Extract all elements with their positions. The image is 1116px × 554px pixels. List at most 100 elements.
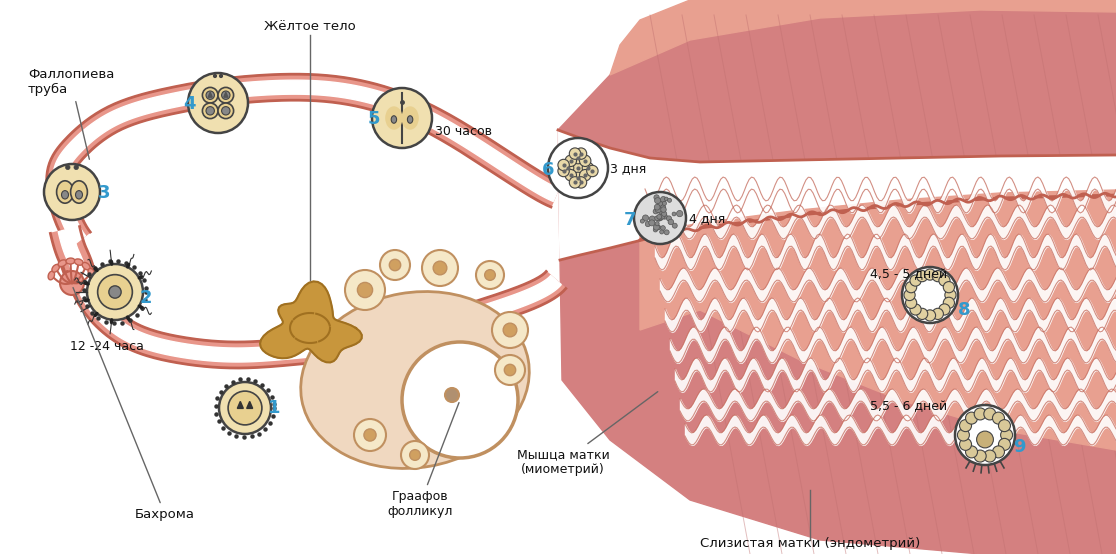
Circle shape bbox=[109, 286, 122, 298]
Text: Слизистая матки (эндометрий): Слизистая матки (эндометрий) bbox=[700, 537, 920, 550]
Ellipse shape bbox=[202, 88, 218, 103]
Circle shape bbox=[958, 429, 970, 441]
Circle shape bbox=[672, 223, 677, 228]
Circle shape bbox=[66, 165, 70, 170]
Circle shape bbox=[656, 217, 662, 221]
Circle shape bbox=[354, 419, 386, 451]
Circle shape bbox=[661, 197, 666, 202]
Circle shape bbox=[655, 216, 660, 220]
Polygon shape bbox=[67, 269, 566, 368]
Circle shape bbox=[974, 450, 987, 462]
Ellipse shape bbox=[392, 116, 396, 123]
Text: 6: 6 bbox=[541, 161, 554, 179]
Ellipse shape bbox=[76, 191, 83, 199]
Text: 30 часов: 30 часов bbox=[435, 125, 492, 138]
Ellipse shape bbox=[137, 275, 143, 280]
Circle shape bbox=[976, 431, 993, 448]
Circle shape bbox=[641, 219, 644, 223]
Circle shape bbox=[381, 250, 410, 280]
Circle shape bbox=[905, 281, 916, 293]
Circle shape bbox=[960, 419, 972, 432]
Circle shape bbox=[44, 164, 100, 220]
Circle shape bbox=[660, 214, 665, 219]
Circle shape bbox=[655, 198, 661, 204]
Circle shape bbox=[905, 297, 916, 309]
Circle shape bbox=[999, 419, 1010, 432]
Circle shape bbox=[657, 214, 662, 219]
Circle shape bbox=[576, 177, 587, 188]
Circle shape bbox=[916, 270, 927, 282]
Circle shape bbox=[661, 205, 666, 210]
Circle shape bbox=[445, 388, 459, 402]
Circle shape bbox=[992, 412, 1004, 424]
Text: Мышца матки
(миометрий): Мышца матки (миометрий) bbox=[517, 392, 657, 476]
Circle shape bbox=[939, 304, 950, 315]
Circle shape bbox=[650, 216, 655, 222]
Circle shape bbox=[661, 207, 666, 212]
Circle shape bbox=[666, 216, 672, 221]
Circle shape bbox=[672, 212, 676, 216]
Circle shape bbox=[960, 438, 972, 450]
Ellipse shape bbox=[70, 181, 87, 203]
Circle shape bbox=[222, 91, 230, 99]
Text: 4,5 - 5 дней: 4,5 - 5 дней bbox=[870, 268, 947, 281]
Ellipse shape bbox=[66, 258, 75, 264]
Polygon shape bbox=[47, 74, 561, 248]
Circle shape bbox=[902, 267, 958, 323]
Circle shape bbox=[573, 162, 584, 174]
Circle shape bbox=[206, 106, 214, 115]
Circle shape bbox=[222, 106, 230, 115]
Circle shape bbox=[569, 177, 580, 188]
Circle shape bbox=[657, 201, 663, 206]
Circle shape bbox=[372, 88, 432, 148]
Ellipse shape bbox=[402, 106, 418, 130]
Circle shape bbox=[653, 209, 658, 214]
Ellipse shape bbox=[94, 267, 98, 272]
Circle shape bbox=[645, 222, 651, 227]
Text: Фаллопиева
труба: Фаллопиева труба bbox=[28, 68, 114, 160]
Circle shape bbox=[655, 206, 662, 213]
Circle shape bbox=[389, 259, 401, 271]
Polygon shape bbox=[610, 0, 1116, 75]
Circle shape bbox=[213, 74, 218, 78]
Circle shape bbox=[662, 211, 666, 217]
Circle shape bbox=[904, 289, 915, 301]
Polygon shape bbox=[209, 92, 212, 97]
Ellipse shape bbox=[48, 271, 55, 280]
Circle shape bbox=[658, 209, 664, 214]
Ellipse shape bbox=[126, 263, 131, 269]
Circle shape bbox=[654, 204, 660, 210]
Ellipse shape bbox=[202, 103, 218, 119]
Polygon shape bbox=[238, 402, 243, 408]
Circle shape bbox=[345, 270, 385, 310]
Circle shape bbox=[943, 281, 954, 293]
Circle shape bbox=[433, 261, 446, 275]
Circle shape bbox=[939, 275, 950, 286]
Circle shape bbox=[924, 310, 935, 321]
Polygon shape bbox=[52, 80, 559, 244]
Circle shape bbox=[562, 162, 574, 174]
Text: Бахрома: Бахрома bbox=[73, 288, 195, 521]
Circle shape bbox=[910, 304, 921, 315]
Circle shape bbox=[653, 228, 657, 232]
Circle shape bbox=[401, 441, 429, 469]
Text: 4: 4 bbox=[183, 95, 196, 113]
Text: 4 дня: 4 дня bbox=[689, 212, 725, 225]
Circle shape bbox=[504, 365, 516, 376]
Circle shape bbox=[662, 213, 666, 218]
Text: 9: 9 bbox=[1013, 438, 1026, 456]
Circle shape bbox=[357, 283, 373, 297]
Circle shape bbox=[579, 170, 590, 181]
Circle shape bbox=[228, 391, 262, 425]
Circle shape bbox=[187, 73, 248, 133]
Circle shape bbox=[661, 225, 665, 230]
Ellipse shape bbox=[83, 263, 90, 270]
Circle shape bbox=[569, 148, 580, 160]
Ellipse shape bbox=[52, 264, 59, 272]
Circle shape bbox=[573, 152, 584, 164]
Polygon shape bbox=[558, 10, 1116, 554]
Ellipse shape bbox=[58, 260, 67, 266]
Polygon shape bbox=[260, 281, 362, 362]
Ellipse shape bbox=[137, 305, 143, 309]
Ellipse shape bbox=[385, 106, 403, 130]
